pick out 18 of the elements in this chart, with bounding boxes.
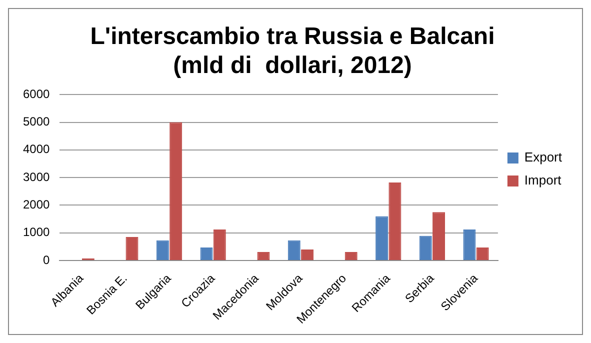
bar [213, 230, 226, 260]
bar [126, 237, 138, 260]
bar [463, 230, 476, 260]
chart-title: L'interscambio tra Russia e Balcani (mld di dollari, 2012) [90, 23, 495, 79]
legend-label: Import [524, 172, 562, 188]
y-tick-label: 0 [43, 252, 50, 267]
bar [419, 236, 432, 260]
legend-label: Export [524, 150, 562, 165]
y-tick-label: 1000 [22, 225, 50, 240]
y-tick-label: 4000 [22, 142, 50, 156]
y-tick-label: 6000 [22, 86, 50, 101]
bar [170, 122, 182, 260]
y-tick-label: 5000 [22, 114, 50, 129]
bar [388, 182, 402, 260]
bar [376, 216, 388, 260]
bar [432, 212, 446, 260]
y-tick-label: 2000 [22, 198, 50, 212]
y-tick-label: 3000 [22, 170, 50, 184]
